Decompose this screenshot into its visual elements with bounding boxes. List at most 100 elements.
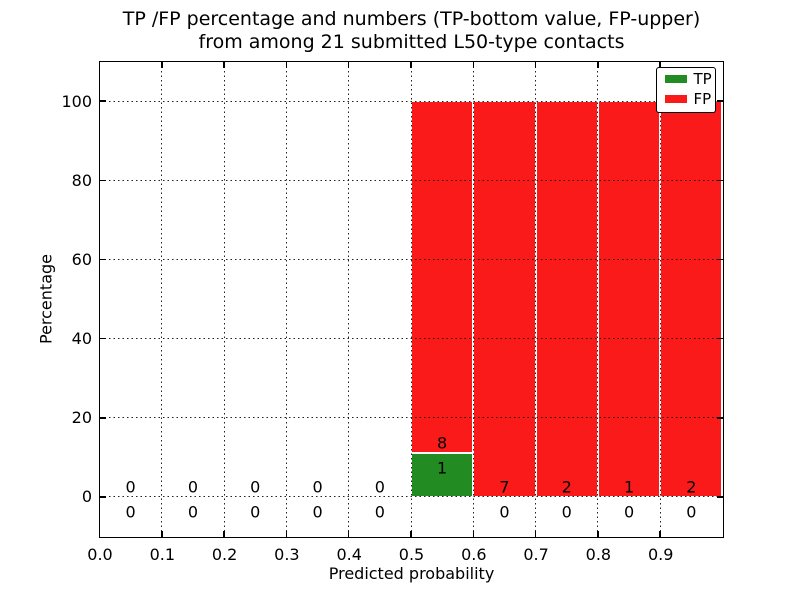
x-axis-label: Predicted probability — [328, 564, 495, 583]
x-tick-label-0.5: 0.5 — [398, 545, 425, 564]
x-tick-top-0.5 — [410, 61, 412, 68]
y-tick-label-0: 0 — [81, 487, 92, 507]
x-tick-top-0.3 — [285, 61, 288, 68]
fp-count-label: 8 — [437, 433, 448, 453]
x-tick-label-0.3: 0.3 — [274, 545, 300, 564]
x-tick-top-0.1 — [161, 61, 163, 68]
fp-count-label: 0 — [250, 477, 261, 497]
x-tick-bottom-0.5 — [410, 530, 412, 537]
legend-entry-fp: FP — [657, 89, 715, 109]
tp-count-label: 0 — [561, 502, 572, 522]
y-tick-left-0 — [99, 496, 106, 498]
x-tick-top-0.9 — [659, 61, 661, 68]
tp-count-label: 0 — [250, 502, 261, 522]
x-tick-top-0.7 — [534, 61, 537, 68]
x-tick-bottom-0.4 — [347, 530, 350, 537]
gridline-x-0.4 — [348, 61, 350, 537]
x-tick-top-0 — [98, 61, 101, 68]
tp-count-label: 0 — [312, 502, 323, 522]
x-tick-top-0.8 — [597, 61, 599, 68]
x-tick-bottom-0.2 — [223, 530, 225, 537]
chart-title-line1: TP /FP percentage and numbers (TP-bottom… — [122, 8, 701, 30]
fp-bar-0.8-0.9 — [597, 101, 661, 497]
tp-count-label: 0 — [125, 502, 136, 522]
chart-title: TP /FP percentage and numbers (TP-bottom… — [100, 8, 723, 54]
y-tick-left-40 — [99, 337, 106, 340]
y-tick-label-40: 40 — [71, 329, 92, 349]
fp-bar-0.6-0.7 — [473, 101, 536, 497]
y-tick-label-20: 20 — [71, 408, 92, 428]
gridline-x-0.3 — [285, 61, 287, 537]
x-tick-bottom-0.6 — [472, 530, 475, 537]
legend-entry-tp: TP — [657, 69, 715, 89]
gridline-y-80 — [99, 179, 723, 181]
fp-count-label: 0 — [187, 477, 199, 497]
tp-count-label: 0 — [187, 502, 199, 522]
x-tick-label-0.2: 0.2 — [211, 545, 238, 564]
y-tick-left-60 — [99, 258, 106, 261]
x-tick-bottom-0.3 — [285, 530, 288, 537]
fp-count-label: 0 — [312, 477, 323, 497]
gridline-x-0.2 — [223, 61, 225, 537]
gridline-x-0.6 — [472, 61, 474, 537]
fp-count-label: 7 — [499, 477, 510, 497]
gridline-x-0.7 — [535, 61, 537, 537]
chart-title-line2: from among 21 submitted L50-type contact… — [198, 31, 625, 53]
x-tick-label-0.0: 0.0 — [87, 545, 113, 564]
gridline-x-0.5 — [410, 61, 412, 537]
y-tick-label-100: 100 — [61, 91, 92, 111]
y-tick-left-20 — [99, 417, 106, 419]
tp-bar-0.5-0.6 — [411, 452, 474, 497]
x-tick-bottom-0.1 — [161, 530, 163, 537]
x-tick-bottom-0 — [98, 530, 101, 537]
gridline-x-0.1 — [161, 61, 163, 537]
fp-bar-0.9-1 — [660, 101, 723, 497]
gridline-y-0 — [99, 496, 723, 498]
fp-count-label: 0 — [374, 477, 385, 497]
gridline-y-100 — [99, 100, 723, 102]
x-tick-label-0.7: 0.7 — [523, 545, 549, 564]
tp-legend-label: TP — [693, 69, 712, 88]
tp-count-label: 0 — [499, 502, 510, 522]
tp-count-label: 1 — [437, 458, 448, 478]
tp-count-label: 0 — [686, 502, 697, 522]
fp-bar-0.5-0.6 — [411, 101, 474, 453]
y-tick-right-0 — [716, 496, 723, 498]
y-tick-right-80 — [716, 179, 723, 181]
x-tick-label-0.1: 0.1 — [149, 545, 176, 564]
fp-legend-swatch — [664, 94, 687, 103]
y-tick-left-80 — [99, 179, 106, 181]
x-tick-top-0.6 — [472, 61, 475, 68]
tp-count-label: 0 — [623, 502, 635, 522]
fp-count-label: 2 — [686, 477, 697, 497]
fp-count-label: 0 — [125, 477, 136, 497]
x-tick-label-0.4: 0.4 — [336, 545, 362, 564]
gridline-x-0.8 — [597, 61, 599, 537]
fp-count-label: 2 — [561, 477, 572, 497]
plot-area: 0 0 0 0 0 0 0 0 0 0 8 1 7 0 2 0 1 0 2 0 TP FP — [98, 60, 724, 538]
tp-legend-swatch — [664, 74, 687, 83]
y-tick-label-80: 80 — [71, 170, 92, 190]
x-tick-bottom-0.7 — [534, 530, 537, 537]
y-tick-label-60: 60 — [71, 249, 92, 269]
gridline-y-60 — [99, 258, 723, 260]
y-tick-left-100 — [99, 100, 106, 102]
y-tick-right-100 — [716, 100, 723, 102]
x-tick-top-0.4 — [347, 61, 350, 68]
x-tick-bottom-0.8 — [597, 530, 599, 537]
x-tick-bottom-0.9 — [659, 530, 661, 537]
x-tick-label-0.9: 0.9 — [647, 545, 674, 564]
tp-count-label: 0 — [374, 502, 385, 522]
gridline-y-40 — [99, 338, 723, 340]
y-tick-right-20 — [716, 417, 723, 419]
y-tick-right-40 — [716, 337, 723, 340]
x-tick-top-0.2 — [223, 61, 225, 68]
fp-bar-0.7-0.8 — [535, 101, 598, 497]
fp-legend-label: FP — [693, 89, 712, 108]
x-tick-label-0.6: 0.6 — [461, 545, 487, 564]
x-tick-label-0.8: 0.8 — [585, 545, 612, 564]
legend: TP FP — [655, 66, 716, 113]
gridline-x-0.9 — [659, 61, 661, 537]
gridline-y-20 — [99, 417, 723, 419]
